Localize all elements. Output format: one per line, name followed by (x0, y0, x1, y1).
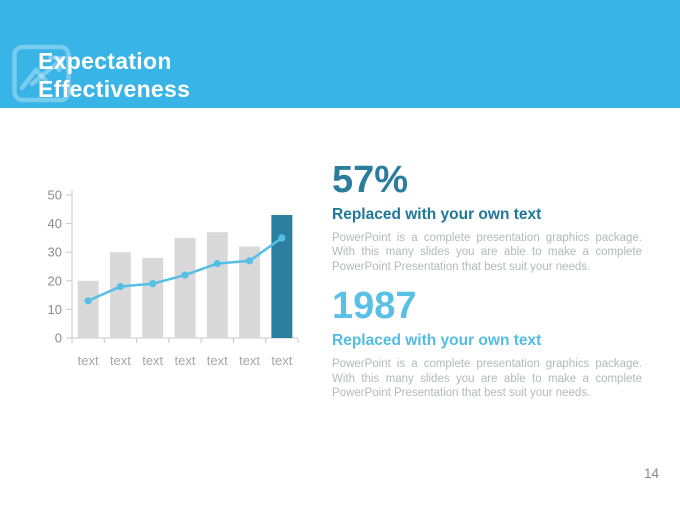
stat-block-1: 57% Replaced with your own text PowerPoi… (332, 160, 642, 274)
svg-text:text: text (78, 353, 99, 368)
svg-text:0: 0 (55, 331, 62, 346)
stat-block-2: 1987 Replaced with your own text PowerPo… (332, 286, 642, 400)
stat-heading-1: Replaced with your own text (332, 206, 542, 223)
svg-text:text: text (271, 353, 292, 368)
svg-text:30: 30 (48, 245, 62, 260)
slide-header: Expectation Effectiveness (0, 0, 680, 108)
stat-value-2: 1987 (332, 285, 417, 328)
image-trend-icon (12, 44, 71, 103)
svg-text:text: text (142, 353, 163, 368)
page-number: 14 (643, 466, 659, 481)
svg-text:40: 40 (48, 216, 62, 231)
svg-text:text: text (175, 353, 196, 368)
svg-text:text: text (239, 353, 260, 368)
combo-chart: 0 10 20 30 40 50 text text text text text text text (40, 180, 310, 378)
slide-title-line1: Expectation (38, 48, 172, 74)
svg-text:20: 20 (48, 273, 62, 288)
stats-column: 57% Replaced with your own text PowerPoi… (332, 160, 642, 400)
svg-text:10: 10 (48, 302, 62, 317)
svg-text:50: 50 (48, 188, 62, 203)
combo-chart-svg: 0 10 20 30 40 50 text text text text text text text (48, 188, 299, 368)
slide-title: Expectation Effectiveness (38, 47, 190, 103)
slide-title-line2: Effectiveness (38, 76, 191, 102)
stat-body-2: PowerPoint is a complete presentation gr… (332, 358, 642, 400)
stat-value-1: 57% (332, 159, 409, 201)
stat-heading-2: Replaced with your own text (332, 332, 542, 350)
stat-body-1: PowerPoint is a complete presentation gr… (332, 232, 642, 273)
svg-text:text: text (110, 353, 131, 368)
svg-text:text: text (207, 353, 228, 368)
